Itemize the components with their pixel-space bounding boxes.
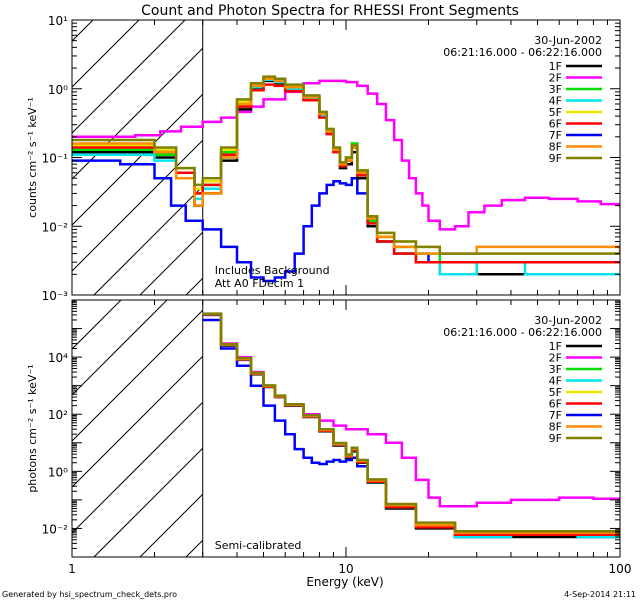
legend-label: 9F xyxy=(549,432,562,445)
legend-label: 6F xyxy=(549,398,562,411)
hatch-line xyxy=(72,300,214,442)
footer-generated-by: Generated by hsi_spectrum_check_dets.pro xyxy=(2,590,177,599)
y-tick-label: 10⁰ xyxy=(48,83,68,97)
y-tick-label: 10⁴ xyxy=(48,351,68,365)
y-tick-label: 10⁻² xyxy=(42,220,69,234)
series-9f xyxy=(202,312,620,533)
x-tick-label: 10 xyxy=(338,562,353,576)
panel-annotation: Att A0 FDecim 1 xyxy=(215,277,304,290)
legend-label: 1F xyxy=(549,340,562,353)
y-axis-title: photons cm⁻² s⁻¹ keV⁻¹ xyxy=(26,364,39,492)
panel-time-range: 06:21:16.000 - 06:22:16.000 xyxy=(443,46,602,59)
legend-label: 7F xyxy=(549,409,562,422)
legend-label: 2F xyxy=(549,72,562,85)
footer-timestamp: 4-Sep-2014 21:11 xyxy=(564,590,636,599)
hatch-mask xyxy=(202,300,621,557)
hatch-line xyxy=(0,20,47,295)
legend-label: 9F xyxy=(549,152,562,165)
legend-label: 8F xyxy=(549,421,562,434)
legend-label: 5F xyxy=(549,106,562,119)
hatch-line xyxy=(72,20,232,180)
legend-label: 8F xyxy=(549,141,562,154)
legend-label: 3F xyxy=(549,83,562,96)
panel-date: 30-Jun-2002 xyxy=(534,34,602,47)
y-tick-label: 10⁻³ xyxy=(42,289,69,303)
legend-label: 1F xyxy=(549,60,562,73)
series-group xyxy=(72,75,620,283)
legend-label: 3F xyxy=(549,363,562,376)
series-group xyxy=(202,312,620,539)
legend-label: 4F xyxy=(549,375,562,388)
chart-title: Count and Photon Spectra for RHESSI Fron… xyxy=(141,3,519,19)
hatch-line xyxy=(72,300,122,350)
x-axis-title: Energy (keV) xyxy=(306,575,383,589)
x-tick-label: 100 xyxy=(609,562,632,576)
y-axis-title: counts cm⁻² s⁻¹ keV⁻¹ xyxy=(26,97,39,218)
legend-label: 6F xyxy=(549,118,562,131)
hatch-line xyxy=(0,300,29,557)
hatch-line xyxy=(72,300,168,396)
y-tick-label: 10² xyxy=(48,408,68,422)
panel-annotation: Includes Background xyxy=(215,264,330,277)
hatch-line xyxy=(72,20,140,88)
panel-time-range: 06:21:16.000 - 06:22:16.000 xyxy=(443,326,602,339)
x-tick-label: 1 xyxy=(68,562,76,576)
legend-label: 7F xyxy=(549,129,562,142)
legend-label: 5F xyxy=(549,386,562,399)
panel-date: 30-Jun-2002 xyxy=(534,314,602,327)
hatch-mask xyxy=(202,20,621,295)
legend-label: 4F xyxy=(549,95,562,108)
y-tick-label: 10⁰ xyxy=(48,465,68,479)
legend-label: 2F xyxy=(549,352,562,365)
panel-annotation: Semi-calibrated xyxy=(215,539,302,552)
y-tick-label: 10¹ xyxy=(48,14,68,28)
y-tick-label: 10⁻² xyxy=(42,522,69,536)
y-tick-label: 10⁻¹ xyxy=(42,152,69,166)
count-spectrum-panel: 10⁻³ 10⁻² 10⁻¹ 10⁰ 10¹ counts cm⁻² s⁻¹ keV⁻¹ 3… xyxy=(0,14,621,303)
hatch-line xyxy=(72,20,186,134)
series-2f xyxy=(72,79,620,231)
photon-spectrum-panel: 10⁻² 10⁰ 10² 10⁴ 1 10 100 photons cm⁻² s⁻¹ keV⁻… xyxy=(0,299,632,576)
series-9f xyxy=(72,75,620,255)
